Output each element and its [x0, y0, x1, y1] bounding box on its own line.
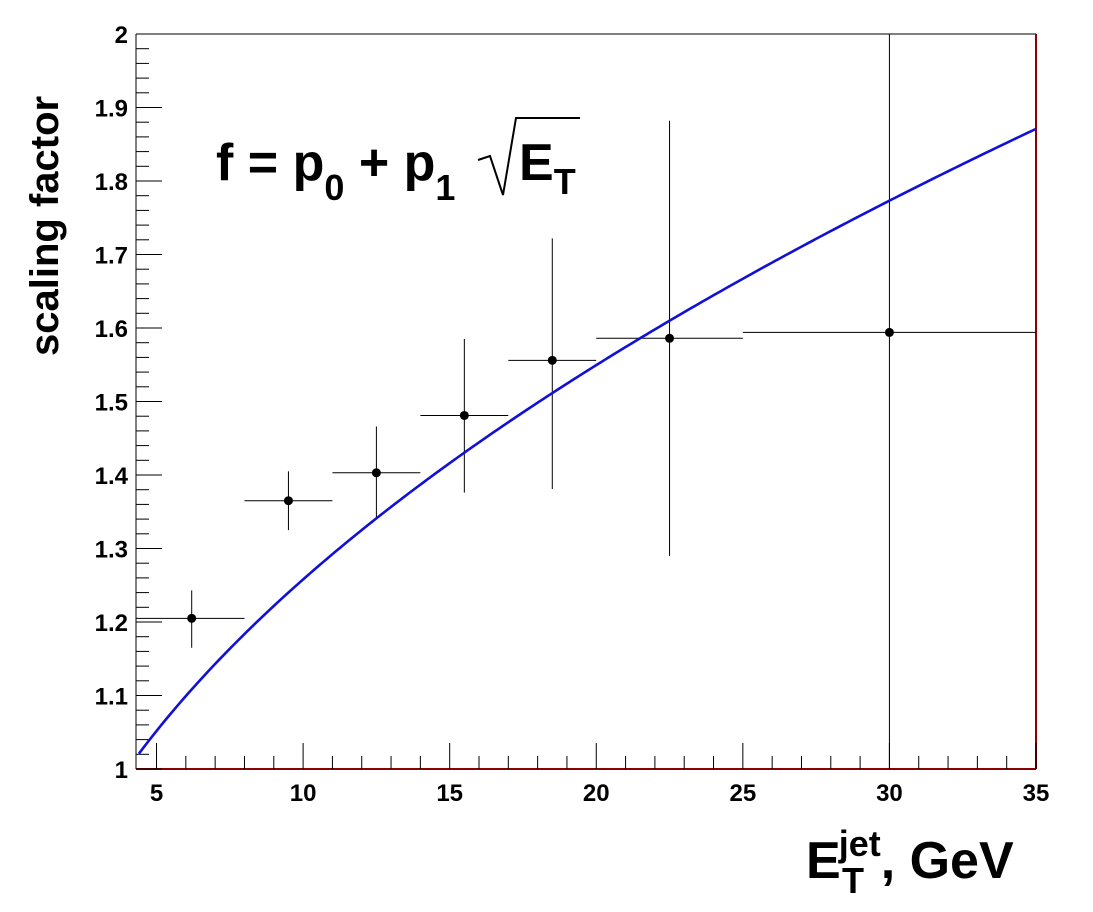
y-tick-label: 1.6: [95, 316, 128, 343]
y-axis-title: scaling factor: [23, 96, 67, 356]
data-point: [459, 410, 469, 420]
fit-curve: [137, 127, 1037, 755]
y-tick-label: 2: [115, 22, 128, 49]
axes: [135, 33, 1037, 770]
y-tick-label: 1.1: [95, 684, 128, 711]
x-axis-title-unit: , GeV: [881, 832, 1014, 890]
y-tick-label: 1: [115, 757, 128, 784]
x-axis-title: Ejet, GeV: [806, 823, 1014, 890]
y-tick-label: 1.3: [95, 537, 128, 564]
formula-radicand: E: [519, 134, 554, 192]
x-axis-title-sub: T: [842, 860, 864, 901]
x-tick-label: 15: [436, 780, 463, 807]
data-point: [547, 355, 557, 365]
y-tick-label: 1.7: [95, 243, 128, 270]
y-tick-label: 1.8: [95, 169, 128, 196]
x-tick-label: 20: [583, 780, 610, 807]
x-tick-label: 10: [290, 780, 317, 807]
y-tick-label: 1.2: [95, 610, 128, 637]
formula-annotation: f = p0 + p1 ET: [216, 117, 580, 208]
data-point: [884, 327, 894, 337]
x-axis-title-sup: jet: [838, 823, 881, 864]
data-point: [371, 468, 381, 478]
formula-lhs: f = p: [216, 134, 324, 192]
data-points: [187, 327, 894, 623]
y-tick-label: 1.4: [95, 463, 129, 490]
data-point: [187, 613, 197, 623]
sqrt-sign: [477, 117, 580, 196]
x-axis-title-main: E: [806, 832, 841, 890]
x-tick-label: 25: [729, 780, 756, 807]
formula-radicand-sub: T: [554, 161, 576, 202]
svg-text:ET: ET: [519, 134, 576, 202]
y-tick-label: 1.5: [95, 390, 128, 417]
formula-plus: + p: [344, 134, 435, 192]
formula-sub1: 1: [435, 167, 455, 208]
data-point: [283, 496, 293, 506]
y-ticks: 1 1.1 1.2 1.3 1.4 1.5 1.6 1.7 1.8 1.9 2: [95, 22, 162, 784]
data-point: [665, 333, 675, 343]
formula-sub0: 0: [324, 167, 344, 208]
y-tick-label: 1.9: [95, 96, 128, 123]
x-tick-label: 5: [150, 780, 163, 807]
x-tick-label: 35: [1023, 780, 1050, 807]
svg-text:f = p0 + p1: f = p0 + p1: [216, 134, 455, 208]
x-ticks: 5 10 15 20 25 30 35: [150, 743, 1050, 807]
x-tick-label: 30: [876, 780, 903, 807]
